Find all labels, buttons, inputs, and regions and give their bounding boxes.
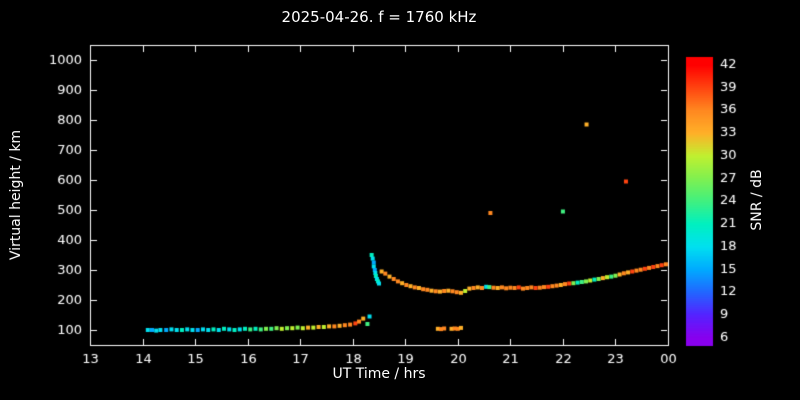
x-axis-label: UT Time / hrs <box>332 366 426 382</box>
y-axis-label: Virtual height / km <box>8 129 24 261</box>
chart-title: 2025-04-26. f = 1760 kHz <box>281 8 477 26</box>
colorbar-label: SNR / dB <box>749 169 765 231</box>
